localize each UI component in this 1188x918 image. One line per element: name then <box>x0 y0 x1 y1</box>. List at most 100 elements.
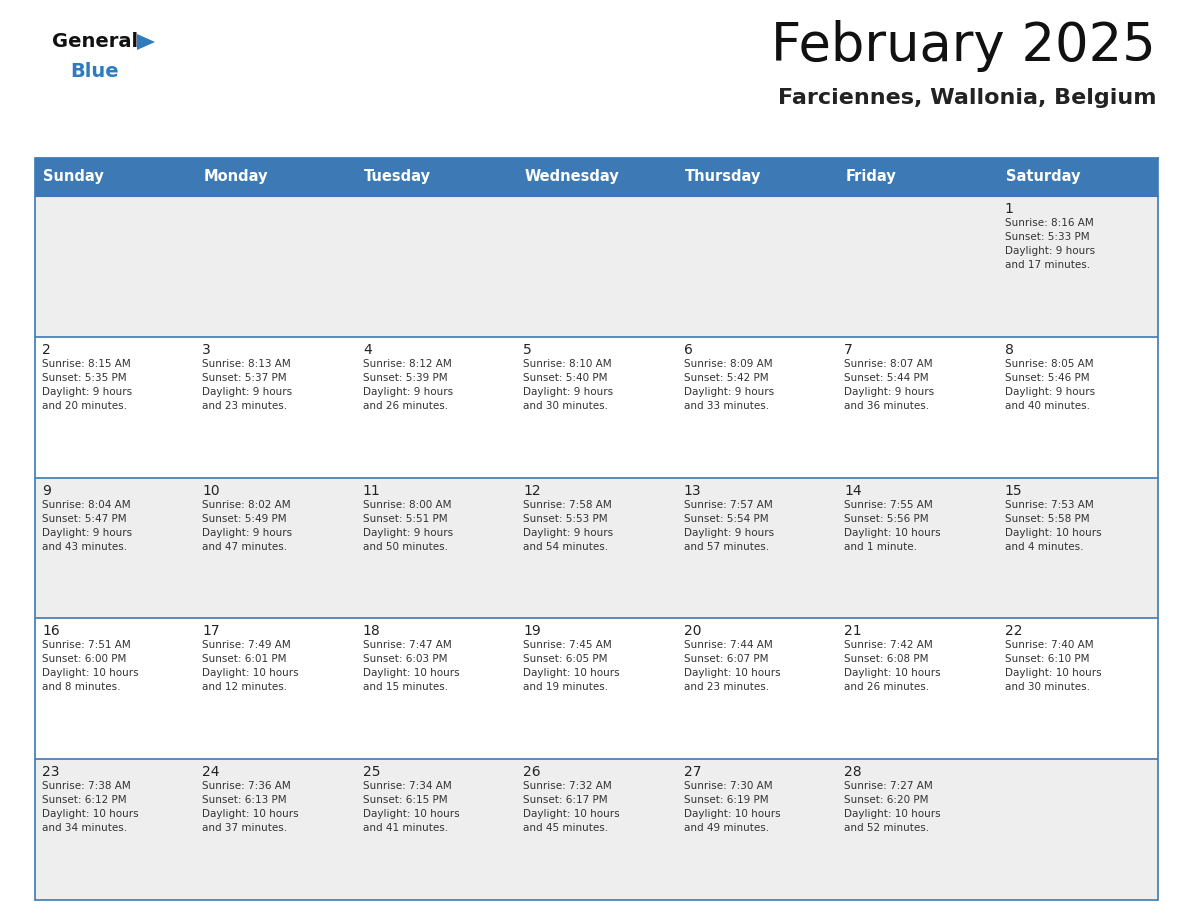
Text: Wednesday: Wednesday <box>524 170 619 185</box>
Bar <box>838 619 998 759</box>
Text: Sunrise: 8:05 AM
Sunset: 5:46 PM
Daylight: 9 hours
and 40 minutes.: Sunrise: 8:05 AM Sunset: 5:46 PM Dayligh… <box>1005 359 1094 410</box>
Bar <box>34 759 196 900</box>
Text: 2: 2 <box>42 342 51 357</box>
Text: Sunrise: 7:34 AM
Sunset: 6:15 PM
Daylight: 10 hours
and 41 minutes.: Sunrise: 7:34 AM Sunset: 6:15 PM Dayligh… <box>362 781 460 834</box>
Bar <box>196 337 356 477</box>
Text: 25: 25 <box>362 766 380 779</box>
Text: 11: 11 <box>362 484 380 498</box>
Bar <box>356 477 517 619</box>
Text: Thursday: Thursday <box>684 170 762 185</box>
Text: Sunrise: 8:09 AM
Sunset: 5:42 PM
Daylight: 9 hours
and 33 minutes.: Sunrise: 8:09 AM Sunset: 5:42 PM Dayligh… <box>684 359 773 410</box>
Text: Sunrise: 8:15 AM
Sunset: 5:35 PM
Daylight: 9 hours
and 20 minutes.: Sunrise: 8:15 AM Sunset: 5:35 PM Dayligh… <box>42 359 132 410</box>
Polygon shape <box>137 34 154 50</box>
Bar <box>998 619 1158 759</box>
Text: Sunrise: 7:32 AM
Sunset: 6:17 PM
Daylight: 10 hours
and 45 minutes.: Sunrise: 7:32 AM Sunset: 6:17 PM Dayligh… <box>523 781 620 834</box>
Bar <box>356 196 517 337</box>
Text: 15: 15 <box>1005 484 1022 498</box>
Text: 1: 1 <box>1005 202 1013 216</box>
Text: Blue: Blue <box>70 62 119 81</box>
Bar <box>34 196 196 337</box>
Text: 22: 22 <box>1005 624 1022 638</box>
Text: 12: 12 <box>523 484 541 498</box>
Bar <box>34 477 196 619</box>
Text: 16: 16 <box>42 624 59 638</box>
Text: 6: 6 <box>684 342 693 357</box>
Text: General: General <box>52 32 138 51</box>
Text: 21: 21 <box>845 624 861 638</box>
Text: 24: 24 <box>202 766 220 779</box>
Text: Sunrise: 8:00 AM
Sunset: 5:51 PM
Daylight: 9 hours
and 50 minutes.: Sunrise: 8:00 AM Sunset: 5:51 PM Dayligh… <box>362 499 453 552</box>
Bar <box>517 759 677 900</box>
Text: Sunrise: 7:36 AM
Sunset: 6:13 PM
Daylight: 10 hours
and 37 minutes.: Sunrise: 7:36 AM Sunset: 6:13 PM Dayligh… <box>202 781 299 834</box>
Bar <box>998 196 1158 337</box>
Text: Sunrise: 8:07 AM
Sunset: 5:44 PM
Daylight: 9 hours
and 36 minutes.: Sunrise: 8:07 AM Sunset: 5:44 PM Dayligh… <box>845 359 934 410</box>
Bar <box>356 619 517 759</box>
Text: Sunrise: 8:13 AM
Sunset: 5:37 PM
Daylight: 9 hours
and 23 minutes.: Sunrise: 8:13 AM Sunset: 5:37 PM Dayligh… <box>202 359 292 410</box>
Bar <box>677 477 838 619</box>
Bar <box>34 158 1158 196</box>
Text: 26: 26 <box>523 766 541 779</box>
Text: 14: 14 <box>845 484 861 498</box>
Bar <box>677 196 838 337</box>
Text: February 2025: February 2025 <box>771 20 1156 72</box>
Text: Sunrise: 7:40 AM
Sunset: 6:10 PM
Daylight: 10 hours
and 30 minutes.: Sunrise: 7:40 AM Sunset: 6:10 PM Dayligh… <box>1005 641 1101 692</box>
Text: Sunrise: 8:04 AM
Sunset: 5:47 PM
Daylight: 9 hours
and 43 minutes.: Sunrise: 8:04 AM Sunset: 5:47 PM Dayligh… <box>42 499 132 552</box>
Bar <box>196 619 356 759</box>
Text: Farciennes, Wallonia, Belgium: Farciennes, Wallonia, Belgium <box>777 88 1156 108</box>
Text: 23: 23 <box>42 766 59 779</box>
Text: Sunrise: 7:58 AM
Sunset: 5:53 PM
Daylight: 9 hours
and 54 minutes.: Sunrise: 7:58 AM Sunset: 5:53 PM Dayligh… <box>523 499 613 552</box>
Bar <box>196 759 356 900</box>
Text: 5: 5 <box>523 342 532 357</box>
Text: 9: 9 <box>42 484 51 498</box>
Text: Sunrise: 7:45 AM
Sunset: 6:05 PM
Daylight: 10 hours
and 19 minutes.: Sunrise: 7:45 AM Sunset: 6:05 PM Dayligh… <box>523 641 620 692</box>
Text: 3: 3 <box>202 342 211 357</box>
Bar <box>838 759 998 900</box>
Bar <box>356 337 517 477</box>
Text: 28: 28 <box>845 766 861 779</box>
Text: Sunrise: 7:27 AM
Sunset: 6:20 PM
Daylight: 10 hours
and 52 minutes.: Sunrise: 7:27 AM Sunset: 6:20 PM Dayligh… <box>845 781 941 834</box>
Text: Sunrise: 7:30 AM
Sunset: 6:19 PM
Daylight: 10 hours
and 49 minutes.: Sunrise: 7:30 AM Sunset: 6:19 PM Dayligh… <box>684 781 781 834</box>
Text: 4: 4 <box>362 342 372 357</box>
Text: Friday: Friday <box>845 170 896 185</box>
Bar <box>34 337 196 477</box>
Text: Sunrise: 7:55 AM
Sunset: 5:56 PM
Daylight: 10 hours
and 1 minute.: Sunrise: 7:55 AM Sunset: 5:56 PM Dayligh… <box>845 499 941 552</box>
Bar <box>838 196 998 337</box>
Text: Sunrise: 8:12 AM
Sunset: 5:39 PM
Daylight: 9 hours
and 26 minutes.: Sunrise: 8:12 AM Sunset: 5:39 PM Dayligh… <box>362 359 453 410</box>
Bar <box>517 196 677 337</box>
Text: Sunrise: 8:10 AM
Sunset: 5:40 PM
Daylight: 9 hours
and 30 minutes.: Sunrise: 8:10 AM Sunset: 5:40 PM Dayligh… <box>523 359 613 410</box>
Bar <box>517 619 677 759</box>
Text: Sunrise: 7:49 AM
Sunset: 6:01 PM
Daylight: 10 hours
and 12 minutes.: Sunrise: 7:49 AM Sunset: 6:01 PM Dayligh… <box>202 641 299 692</box>
Bar <box>517 337 677 477</box>
Bar <box>34 619 196 759</box>
Bar <box>998 337 1158 477</box>
Text: 18: 18 <box>362 624 380 638</box>
Bar <box>838 337 998 477</box>
Bar <box>677 337 838 477</box>
Bar <box>196 196 356 337</box>
Text: 8: 8 <box>1005 342 1013 357</box>
Bar <box>196 477 356 619</box>
Text: 7: 7 <box>845 342 853 357</box>
Text: Sunrise: 8:02 AM
Sunset: 5:49 PM
Daylight: 9 hours
and 47 minutes.: Sunrise: 8:02 AM Sunset: 5:49 PM Dayligh… <box>202 499 292 552</box>
Text: Sunrise: 7:53 AM
Sunset: 5:58 PM
Daylight: 10 hours
and 4 minutes.: Sunrise: 7:53 AM Sunset: 5:58 PM Dayligh… <box>1005 499 1101 552</box>
Bar <box>998 759 1158 900</box>
Bar <box>838 477 998 619</box>
Text: Sunrise: 7:51 AM
Sunset: 6:00 PM
Daylight: 10 hours
and 8 minutes.: Sunrise: 7:51 AM Sunset: 6:00 PM Dayligh… <box>42 641 139 692</box>
Text: Sunrise: 7:38 AM
Sunset: 6:12 PM
Daylight: 10 hours
and 34 minutes.: Sunrise: 7:38 AM Sunset: 6:12 PM Dayligh… <box>42 781 139 834</box>
Text: Saturday: Saturday <box>1005 170 1080 185</box>
Bar <box>998 477 1158 619</box>
Text: Sunrise: 7:42 AM
Sunset: 6:08 PM
Daylight: 10 hours
and 26 minutes.: Sunrise: 7:42 AM Sunset: 6:08 PM Dayligh… <box>845 641 941 692</box>
Text: Sunrise: 8:16 AM
Sunset: 5:33 PM
Daylight: 9 hours
and 17 minutes.: Sunrise: 8:16 AM Sunset: 5:33 PM Dayligh… <box>1005 218 1094 270</box>
Text: 19: 19 <box>523 624 541 638</box>
Text: Sunrise: 7:47 AM
Sunset: 6:03 PM
Daylight: 10 hours
and 15 minutes.: Sunrise: 7:47 AM Sunset: 6:03 PM Dayligh… <box>362 641 460 692</box>
Bar <box>517 477 677 619</box>
Text: 20: 20 <box>684 624 701 638</box>
Text: Sunrise: 7:57 AM
Sunset: 5:54 PM
Daylight: 9 hours
and 57 minutes.: Sunrise: 7:57 AM Sunset: 5:54 PM Dayligh… <box>684 499 773 552</box>
Text: Sunrise: 7:44 AM
Sunset: 6:07 PM
Daylight: 10 hours
and 23 minutes.: Sunrise: 7:44 AM Sunset: 6:07 PM Dayligh… <box>684 641 781 692</box>
Bar <box>677 619 838 759</box>
Text: Monday: Monday <box>203 170 268 185</box>
Text: 17: 17 <box>202 624 220 638</box>
Bar <box>356 759 517 900</box>
Text: 13: 13 <box>684 484 701 498</box>
Text: 10: 10 <box>202 484 220 498</box>
